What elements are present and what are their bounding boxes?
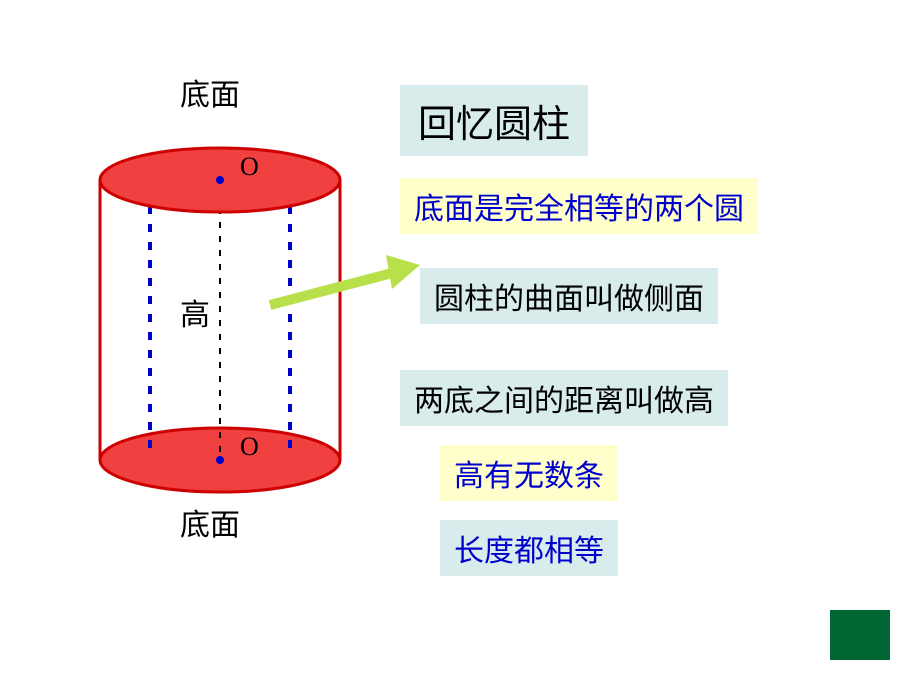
label-o-top: O <box>240 152 259 182</box>
corner-decoration <box>830 610 890 660</box>
fact-line-4: 高有无数条 <box>440 445 618 501</box>
title-box: 回忆圆柱 <box>400 85 588 156</box>
arrow-indicator <box>270 255 420 305</box>
cylinder-svg <box>60 80 460 600</box>
fact-line-3: 两底之间的距离叫做高 <box>400 370 728 426</box>
fact-line-5: 长度都相等 <box>440 520 618 576</box>
label-o-bottom: O <box>240 432 259 462</box>
label-height: 高 <box>180 290 210 334</box>
center-dot-bottom <box>216 456 224 464</box>
fact-line-1: 底面是完全相等的两个圆 <box>400 178 758 234</box>
center-dot-top <box>216 176 224 184</box>
label-bottom-face: 底面 <box>180 500 240 544</box>
fact-line-2: 圆柱的曲面叫做侧面 <box>420 268 718 324</box>
cylinder-diagram: 底面 底面 高 O O <box>60 80 380 600</box>
label-top-face: 底面 <box>180 70 240 114</box>
